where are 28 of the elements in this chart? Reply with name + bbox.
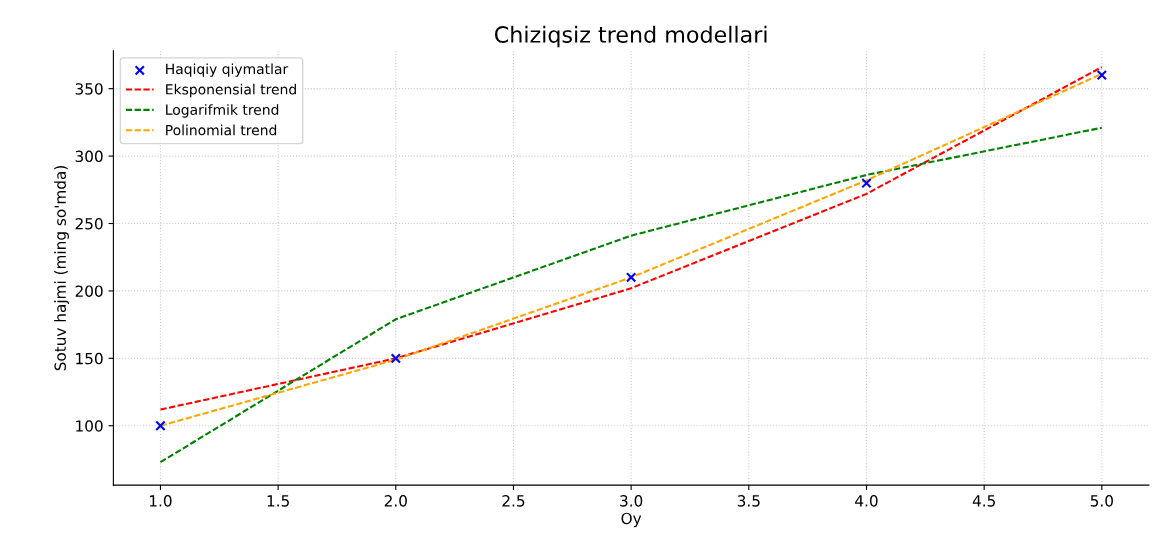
x-tick-label: 2.0 [384, 495, 407, 507]
x-tick-label: 2.5 [502, 495, 525, 507]
legend-label: Logarifmik trend [166, 104, 279, 118]
line-series [159, 126, 1103, 464]
legend-label: Haqiqiy qiymatlar [166, 63, 289, 77]
x-tick-label: 3.5 [737, 495, 760, 507]
y-tick-label: 200 [75, 285, 103, 297]
x-tick-label: 3.0 [620, 495, 643, 507]
y-tick-label: 250 [75, 217, 103, 230]
point [625, 272, 637, 283]
legend-label: Polinomial trend [166, 124, 277, 136]
x-tick-label: 1.5 [267, 495, 289, 507]
point [1096, 69, 1108, 81]
point [861, 177, 872, 189]
x-tick-label: 4.5 [972, 495, 995, 507]
x-tick-label: 5.0 [1090, 495, 1113, 507]
x-tick-label: 1.0 [149, 495, 172, 507]
x-tick-label: 4.0 [855, 495, 878, 507]
legend-label: Eksponensial trend [166, 83, 296, 98]
y-tick-label: 350 [75, 83, 103, 95]
y-tick-label: 300 [75, 150, 103, 163]
x-axis-title: Oy [621, 512, 642, 528]
y-tick-label: 100 [76, 420, 103, 432]
y-axis-title: Sotuv hajmi (ming so'mda) [54, 166, 69, 371]
point [390, 353, 402, 364]
point [155, 420, 166, 431]
chart-title: Chiziqsiz trend modellari [495, 25, 767, 48]
y-tick-label: 150 [76, 352, 103, 365]
